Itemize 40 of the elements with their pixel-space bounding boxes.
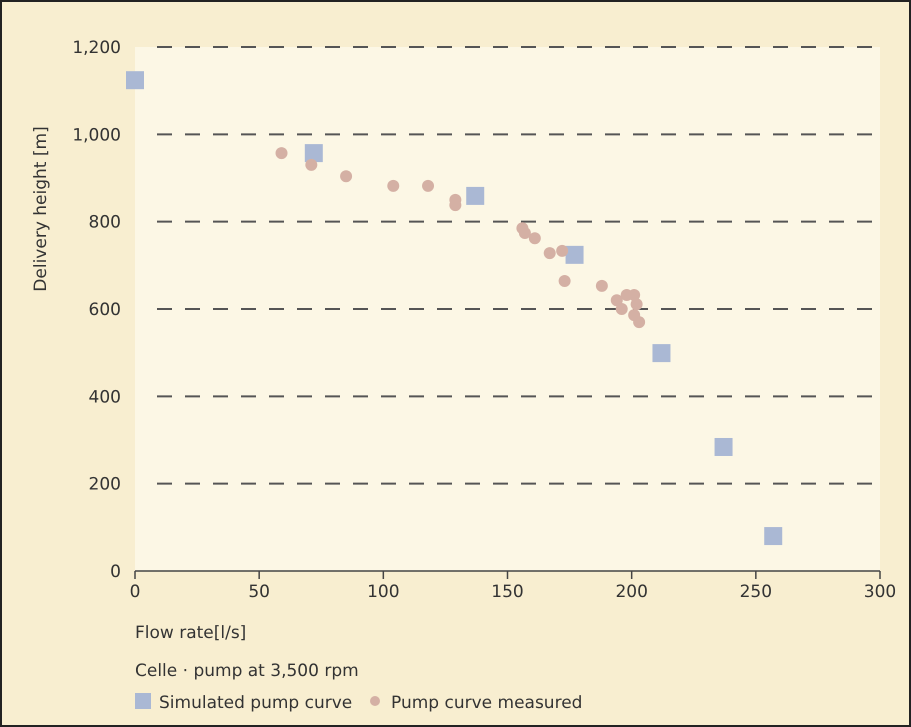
y-tick-label: 200	[88, 474, 121, 495]
x-tick-label: 100	[367, 582, 400, 602]
text: Celle · pump at 3,500 rpm	[135, 661, 359, 681]
point	[305, 158, 318, 171]
point	[466, 186, 484, 205]
point	[422, 180, 434, 192]
y-axis-title: Delivery height [m]	[31, 126, 51, 292]
point	[558, 275, 571, 288]
legend-label: Pump curve measured	[391, 693, 582, 713]
x-tick-label: 250	[740, 582, 772, 602]
point	[544, 247, 556, 260]
y-tick-label: 0	[110, 562, 121, 582]
point	[566, 246, 584, 264]
y-tick-label: 800	[88, 212, 121, 233]
x-tick-label: 50	[248, 582, 270, 602]
y-tick-label: 400	[88, 387, 121, 408]
y-tick-label: 600	[88, 300, 121, 320]
point	[304, 144, 323, 162]
point	[633, 316, 646, 328]
point	[126, 71, 144, 90]
point	[556, 244, 568, 257]
point	[340, 170, 352, 182]
point	[596, 280, 608, 292]
x-tick-label: 0	[130, 582, 140, 602]
point	[764, 527, 782, 546]
legend-label: Simulated pump curve	[159, 693, 352, 713]
point	[276, 147, 288, 160]
y-tick-label: 1,000	[72, 125, 121, 146]
point	[518, 227, 531, 240]
x-tick-label: 300	[864, 582, 896, 602]
point	[616, 303, 628, 315]
x-tick-label: 200	[615, 582, 648, 602]
point	[652, 344, 670, 362]
point	[714, 438, 733, 456]
y-tick-label: 1,200	[72, 38, 121, 58]
x-tick-label: 150	[491, 582, 524, 602]
point	[528, 232, 541, 244]
point	[387, 180, 400, 192]
point	[630, 298, 643, 310]
x-axis-title: Flow rate[l/s]	[135, 623, 246, 643]
